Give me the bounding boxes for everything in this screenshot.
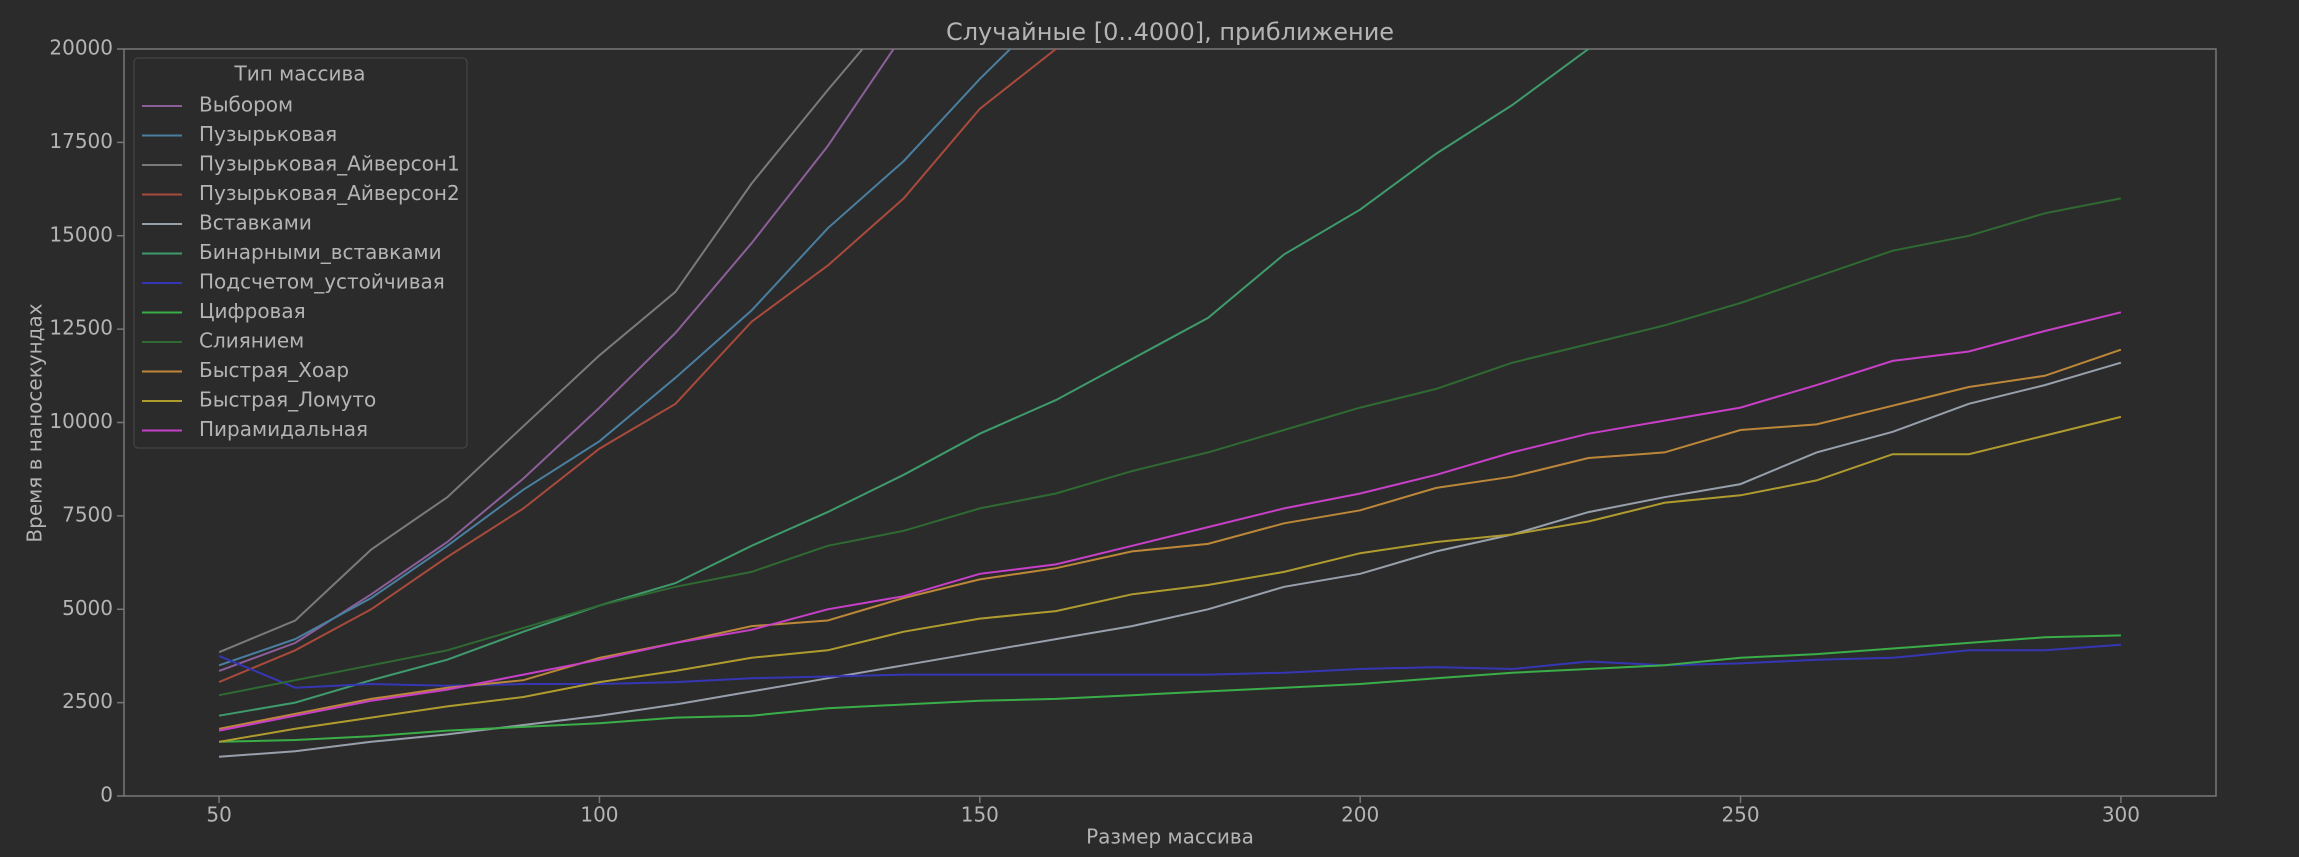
y-tick-label: 7500 <box>62 502 113 526</box>
y-tick-label: 17500 <box>49 129 113 153</box>
series-line <box>218 49 1591 717</box>
series-line <box>218 415 2122 743</box>
legend-label: Вставками <box>199 211 312 235</box>
y-tick-label: 12500 <box>49 316 113 340</box>
series-line <box>218 49 864 654</box>
x-tick-label: 200 <box>1341 803 1379 827</box>
legend-label: Пузырьковая_Айверсон1 <box>199 152 460 176</box>
series-line <box>218 49 895 672</box>
x-tick-label: 300 <box>2102 803 2140 827</box>
x-tick-label: 150 <box>961 803 999 827</box>
series-line <box>218 643 2121 689</box>
legend-label: Выбором <box>199 93 293 117</box>
y-axis-label: Время в наносекундах <box>23 303 47 542</box>
legend-label: Быстрая_Хоар <box>199 358 349 382</box>
series-line <box>218 348 2122 730</box>
series-line <box>219 634 2121 743</box>
legend-label: Подсчетом_устойчивая <box>199 270 445 294</box>
x-tick-label: 50 <box>206 803 231 827</box>
y-tick-label: 20000 <box>49 36 113 60</box>
y-tick-label: 0 <box>100 783 113 807</box>
legend-label: Пирамидальная <box>199 417 368 441</box>
x-tick-label: 250 <box>1721 803 1759 827</box>
series-line <box>218 197 2122 697</box>
series-line <box>218 49 1058 684</box>
lines <box>218 49 2122 758</box>
legend-box <box>133 57 468 449</box>
legend-title: Тип массива <box>233 62 365 86</box>
y-tick-label: 2500 <box>62 689 113 713</box>
x-tick-label: 100 <box>580 803 618 827</box>
legend-label: Быстрая_Ломуто <box>199 388 376 412</box>
chart-title: Случайные [0..4000], приближение <box>946 18 1394 46</box>
y-tick-label: 10000 <box>49 409 113 433</box>
y-tick-label: 15000 <box>49 222 113 246</box>
x-axis-label: Размер массива <box>1086 825 1254 849</box>
legend-label: Пузырьковая <box>199 122 337 146</box>
series-line <box>219 361 2122 758</box>
legend-label: Цифровая <box>199 299 306 323</box>
legend-label: Слиянием <box>199 329 304 353</box>
legend-label: Бинарными_вставками <box>199 240 442 264</box>
y-tick-label: 5000 <box>62 596 113 620</box>
series-line <box>218 49 1012 667</box>
legend-label: Пузырьковая_Айверсон2 <box>199 181 460 205</box>
series-line <box>218 311 2122 732</box>
